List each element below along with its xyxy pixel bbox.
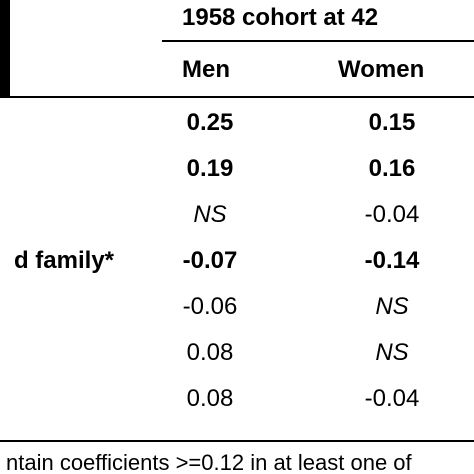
women-value: 0.16: [368, 155, 416, 182]
men-value: 0.08: [186, 339, 234, 366]
men-value: -0.07: [182, 247, 238, 274]
women-value: -0.14: [364, 247, 420, 274]
left-header-bar: [0, 0, 10, 96]
table-row: 0.08 -0.04: [0, 376, 474, 422]
women-value: NS: [375, 339, 409, 366]
men-value: NS: [193, 201, 227, 228]
cohort-rule: [162, 40, 474, 42]
men-value: 0.25: [186, 109, 234, 136]
men-value: 0.19: [186, 155, 234, 182]
men-column-header: Men: [182, 56, 230, 83]
table-row: -0.06 NS: [0, 284, 474, 330]
men-value: -0.06: [182, 293, 238, 320]
header-rule: [0, 96, 474, 98]
table-row: 0.08 NS: [0, 330, 474, 376]
table-row: 0.25 0.15: [0, 100, 474, 146]
table-row: d family* -0.07 -0.14: [0, 238, 474, 284]
women-column-header: Women: [338, 56, 425, 83]
table-bottom-rule: [0, 440, 474, 442]
cohort-header: 1958 cohort at 42: [182, 4, 379, 31]
table-row: NS -0.04: [0, 192, 474, 238]
women-value: NS: [375, 293, 409, 320]
women-value: -0.04: [364, 385, 420, 412]
table-footnote: ntain coefficients >=0.12 in at least on…: [6, 450, 412, 474]
women-value: -0.04: [364, 201, 420, 228]
row-label: d family*: [13, 247, 114, 274]
table-row: 0.19 0.16: [0, 146, 474, 192]
women-value: 0.15: [368, 109, 416, 136]
men-value: 0.08: [186, 385, 234, 412]
